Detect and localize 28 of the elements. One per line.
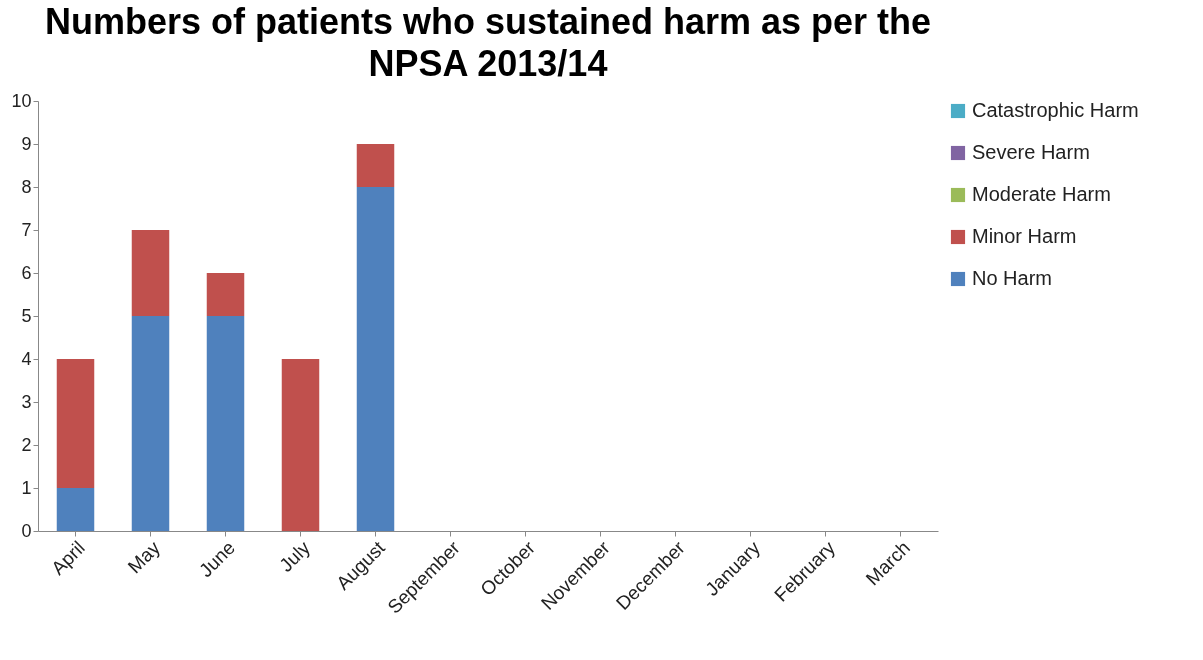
y-tick-label: 3 (21, 391, 32, 412)
y-tick-label: 7 (21, 219, 32, 240)
y-tick-label: 10 (11, 90, 32, 111)
bar (131, 230, 170, 316)
y-tick-label: 4 (21, 348, 32, 369)
bar (356, 187, 395, 531)
bar (131, 316, 170, 531)
y-tick-label: 5 (21, 305, 32, 326)
bar (206, 316, 245, 531)
x-tick-label: May (123, 536, 165, 578)
bar (206, 273, 245, 316)
bar (56, 359, 95, 488)
y-tick-label: 1 (21, 477, 32, 498)
y-tick-label: 0 (21, 520, 32, 541)
bar (56, 488, 95, 531)
y-tick-label: 9 (21, 133, 32, 154)
legend-label: Severe Harm (972, 141, 1090, 163)
legend-label: Catastrophic Harm (972, 99, 1139, 121)
bar (356, 144, 395, 187)
x-tick-label: July (275, 536, 315, 576)
legend-label: No Harm (972, 267, 1053, 289)
bar (281, 359, 320, 531)
y-tick-label: 8 (21, 176, 32, 197)
chart-title: Numbers of patients who sustained harm as per the NPSA 2013/14 (44, 1, 932, 84)
legend-label: Minor Harm (972, 225, 1077, 247)
legend-label: Moderate Harm (972, 183, 1111, 205)
y-tick-label: 6 (21, 262, 32, 283)
y-tick-label: 2 (21, 434, 32, 455)
